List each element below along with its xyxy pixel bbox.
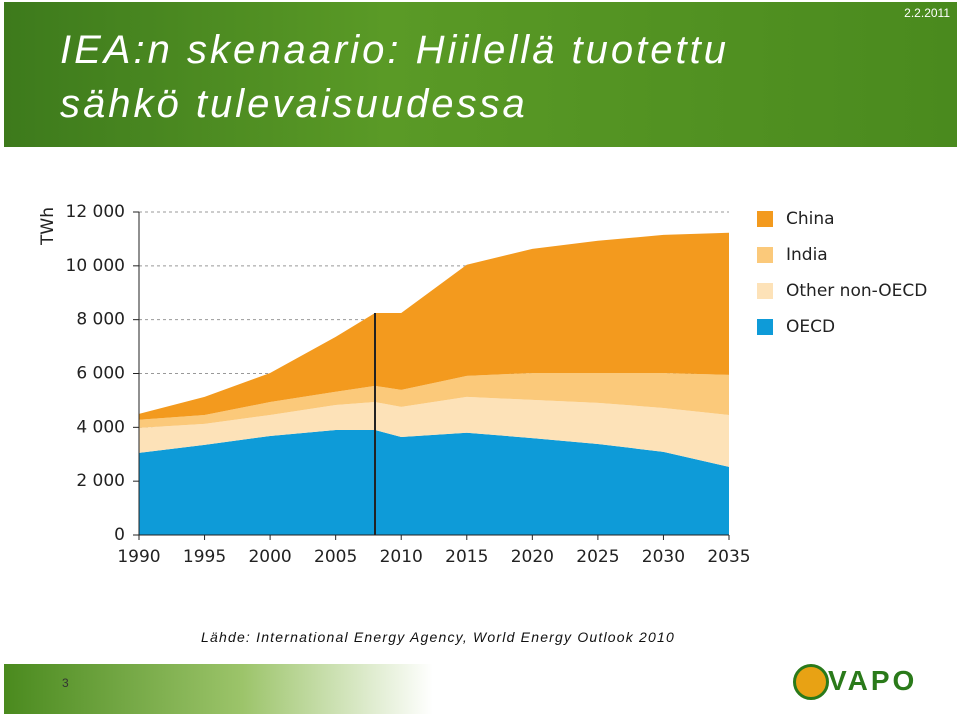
legend-swatch: [757, 247, 773, 263]
area: [139, 396, 729, 467]
x-tick-label: 2000: [248, 547, 291, 567]
page-number: 3: [62, 676, 69, 690]
y-tick-label: 0: [114, 525, 125, 545]
header-bar: [4, 2, 957, 147]
y-tick-label: 8 000: [76, 310, 125, 330]
legend-swatch: [757, 211, 773, 227]
legend-label: China: [786, 209, 835, 229]
x-tick-label: 2025: [576, 547, 619, 567]
y-tick-label: 12 000: [66, 202, 125, 222]
y-axis-label: TWh: [38, 207, 58, 246]
area: [139, 372, 729, 428]
date: 2.2.2011: [904, 6, 950, 20]
y-tick-label: 4 000: [76, 417, 125, 437]
x-tick-label: 1990: [117, 547, 160, 567]
area: [139, 430, 729, 535]
logo: VAPO: [828, 665, 918, 696]
x-tick-label: 2010: [380, 547, 423, 567]
x-tick-label: 2005: [314, 547, 357, 567]
legend-swatch: [757, 319, 773, 335]
title: IEA:n skenaario: Hiilellä tuotettu: [60, 28, 729, 72]
legend-label: India: [786, 245, 828, 265]
legend-label: OECD: [786, 317, 835, 337]
legend-swatch: [757, 283, 773, 299]
y-tick-label: 6 000: [76, 364, 125, 384]
y-tick-label: 10 000: [66, 256, 125, 276]
logo-mark: [793, 664, 829, 700]
x-tick-label: 2030: [642, 547, 685, 567]
x-tick-label: 2015: [445, 547, 488, 567]
area: [139, 232, 729, 420]
legend-label: Other non-OECD: [786, 281, 927, 301]
chart: TWh 0 2 000 4 000 6 000 8 000 10 000 12 000 199…: [38, 202, 927, 567]
y-tick-label: 2 000: [76, 471, 125, 491]
x-tick-label: 2035: [707, 547, 750, 567]
title: sähkö tulevaisuudessa: [60, 82, 528, 126]
x-tick-label: 1995: [183, 547, 226, 567]
x-tick-label: 2020: [511, 547, 554, 567]
source: Lähde: International Energy Agency, Worl…: [201, 629, 675, 645]
